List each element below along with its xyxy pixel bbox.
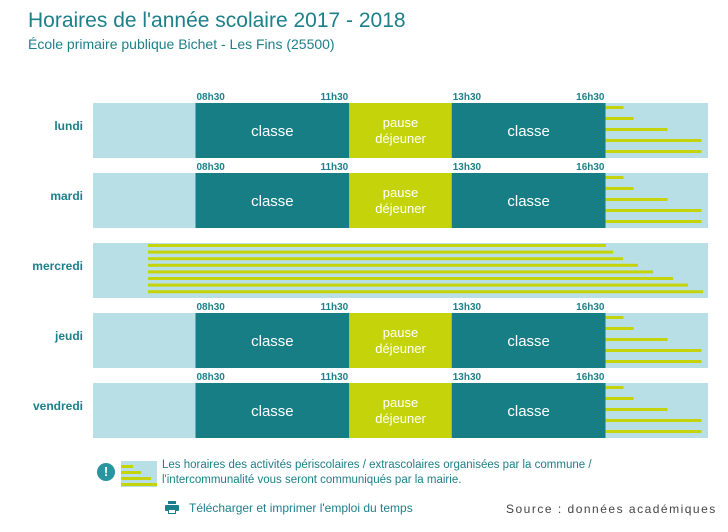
lunch-segment [349, 173, 452, 228]
time-tick-label: 11h30 [320, 92, 348, 103]
periscolaire-line [605, 176, 624, 179]
periscolaire-line [605, 128, 668, 131]
lunch-label: pause [383, 115, 418, 130]
class-segment [451, 173, 606, 228]
periscolaire-line [148, 244, 606, 247]
lunch-segment [349, 383, 452, 438]
class-segment [451, 313, 606, 368]
time-tick-label: 11h30 [320, 162, 348, 173]
lunch-label: pause [383, 185, 418, 200]
class-segment [195, 383, 350, 438]
class-label: classe [507, 193, 550, 210]
day-label-lundi: lundi [54, 119, 83, 133]
print-schedule-link[interactable]: Télécharger et imprimer l'emploi du temp… [165, 501, 413, 515]
periscolaire-line [605, 397, 634, 400]
lunch-segment [349, 313, 452, 368]
time-tick-label: 13h30 [453, 92, 482, 103]
print-schedule-label: Télécharger et imprimer l'emploi du temp… [189, 501, 413, 515]
periscolaire-line [605, 338, 668, 341]
time-tick-label: 13h30 [453, 162, 482, 173]
periscolaire-note: Les horaires des activités périscolaires… [162, 459, 592, 486]
class-label: classe [507, 123, 550, 140]
periscolaire-line [148, 270, 653, 274]
lunch-segment [349, 103, 452, 158]
class-segment [195, 313, 350, 368]
lunch-label: pause [383, 395, 418, 410]
class-label: classe [251, 123, 294, 140]
periscolaire-line [148, 257, 623, 261]
periscolaire-line [605, 106, 624, 109]
periscolaire-line [605, 187, 634, 190]
class-label: classe [251, 403, 294, 420]
periscolaire-line [148, 250, 613, 254]
periscolaire-line [148, 290, 703, 294]
class-segment [451, 103, 606, 158]
day-label-vendredi: vendredi [33, 399, 83, 413]
periscolaire-line [605, 430, 702, 433]
time-tick-label: 11h30 [320, 302, 348, 313]
time-tick-label: 16h30 [576, 92, 605, 103]
time-tick-label: 16h30 [576, 162, 605, 173]
time-tick-label: 08h30 [197, 162, 226, 173]
class-segment [195, 103, 350, 158]
periscolaire-line [605, 360, 702, 363]
time-tick-label: 08h30 [197, 92, 226, 103]
source-text: Source : données académiques [506, 502, 717, 516]
periscolaire-legend-swatch [121, 461, 157, 487]
day-label-mardi: mardi [50, 189, 83, 203]
periscolaire-line [605, 198, 668, 201]
periscolaire-line [605, 316, 624, 319]
time-tick-label: 13h30 [453, 372, 482, 383]
time-tick-label: 11h30 [320, 372, 348, 383]
lunch-label: déjeuner [375, 131, 426, 146]
time-tick-label: 13h30 [453, 302, 482, 313]
periscolaire-line [148, 283, 688, 287]
class-label: classe [251, 333, 294, 350]
periscolaire-line [605, 117, 634, 120]
page-title: Horaires de l'année scolaire 2017 - 2018 [28, 9, 406, 32]
time-tick-label: 08h30 [197, 372, 226, 383]
class-label: classe [507, 403, 550, 420]
page-subtitle: École primaire publique Bichet - Les Fin… [28, 36, 335, 52]
periscolaire-line [605, 327, 634, 330]
class-segment [451, 383, 606, 438]
periscolaire-line [605, 139, 702, 142]
periscolaire-line [605, 408, 668, 411]
periscolaire-line [605, 386, 624, 389]
class-label: classe [507, 333, 550, 350]
time-tick-label: 16h30 [576, 302, 605, 313]
time-tick-label: 16h30 [576, 372, 605, 383]
day-label-mercredi: mercredi [32, 259, 83, 273]
lunch-label: déjeuner [375, 411, 426, 426]
periscolaire-line [605, 209, 702, 212]
periscolaire-line [148, 263, 638, 267]
periscolaire-line [605, 150, 702, 153]
class-segment [195, 173, 350, 228]
info-icon: ! [97, 463, 115, 481]
class-label: classe [251, 193, 294, 210]
time-tick-label: 08h30 [197, 302, 226, 313]
periscolaire-line [605, 419, 702, 422]
lunch-label: déjeuner [375, 341, 426, 356]
periscolaire-line [605, 220, 702, 223]
printer-icon [165, 501, 179, 514]
lunch-label: déjeuner [375, 201, 426, 216]
day-label-jeudi: jeudi [54, 329, 83, 343]
lunch-label: pause [383, 325, 418, 340]
periscolaire-line [605, 349, 702, 352]
periscolaire-line [148, 277, 673, 280]
